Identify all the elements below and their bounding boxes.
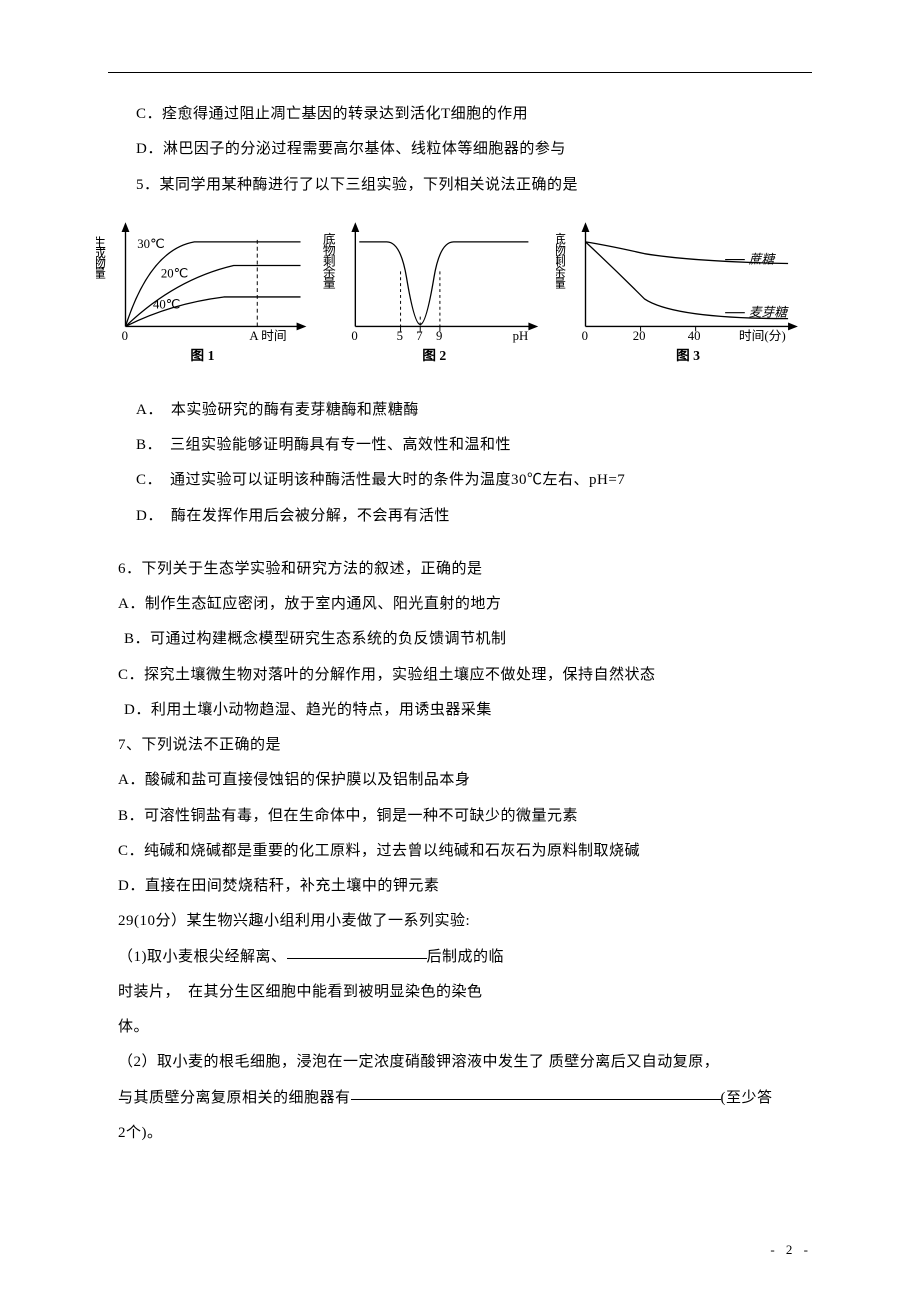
figures-row: 生成物量 30℃ 20℃ 40℃ 0 A 时间 图 1 底物剩余量	[96, 209, 812, 379]
page-container: C．痊愈得通过阻止凋亡基因的转录达到活化T细胞的作用 D．淋巴因子的分泌过程需要…	[0, 0, 920, 1302]
fig1-title: 图 1	[190, 348, 214, 363]
fig1-label-30c: 30℃	[137, 237, 164, 251]
q7-opt-b: B．可溶性铜盐有毒，但在生命体中，铜是一种不可缺少的微量元素	[108, 799, 812, 834]
q29-p2b: 与其质壁分离复原相关的细胞器有	[118, 1090, 351, 1106]
fig3-y-label: 底物剩余量	[556, 231, 565, 289]
q6-opt-c: C．探究土壤微生物对落叶的分解作用，实验组土壤应不做处理，保持自然状态	[108, 658, 812, 693]
fig2-curve	[360, 242, 529, 325]
q-prev-opt-c: C．痊愈得通过阻止凋亡基因的转录达到活化T细胞的作用	[108, 97, 812, 132]
fig1-curve-30c	[125, 242, 300, 327]
q5-opt-a: A． 本实验研究的酶有麦芽糖酶和蔗糖酶	[108, 393, 812, 428]
fig3-xlabel: 时间(分)	[739, 329, 786, 343]
fig2-x0: 0	[352, 329, 358, 343]
blank-2	[351, 1085, 721, 1100]
top-rule	[108, 72, 812, 73]
fig2-x7: 7	[417, 329, 424, 343]
fig3-x-arrow	[788, 322, 798, 330]
q29-p2b-row: 与其质壁分离复原相关的细胞器有 (至少答	[108, 1081, 812, 1116]
q5-opt-b: B． 三组实验能够证明酶具有专一性、高效性和温和性	[108, 428, 812, 463]
page-number: - 2 -	[770, 1242, 812, 1258]
spacer	[108, 534, 812, 552]
fig2-xlabel: pH	[513, 329, 529, 343]
fig1-x0: 0	[122, 329, 128, 343]
q5-opt-c: C． 通过实验可以证明该种酶活性最大时的条件为温度30℃左右、pH=7	[108, 463, 812, 498]
figure-3: 底物剩余量 蔗糖 麦芽糖 0 20 40 时间(分) 图 3	[556, 209, 812, 379]
q6-opt-a: A．制作生态缸应密闭，放于室内通风、阳光直射的地方	[108, 587, 812, 622]
q7-opt-d: D．直接在田间焚烧秸秆，补充土壤中的钾元素	[108, 869, 812, 904]
q-prev-opt-d: D．淋巴因子的分泌过程需要高尔基体、线粒体等细胞器的参与	[108, 132, 812, 167]
fig3-title: 图 3	[676, 348, 700, 363]
fig1-xA: A 时间	[249, 329, 286, 343]
fig3-y-arrow	[582, 222, 590, 232]
fig2-x9: 9	[436, 329, 442, 343]
fig2-y-label: 底物剩余量	[321, 231, 335, 289]
figure-1: 生成物量 30℃ 20℃ 40℃ 0 A 时间 图 1	[96, 209, 312, 379]
q29-p1a: （1)取小麦根尖经解离、	[118, 949, 287, 965]
fig3-legend-sucrose: 蔗糖	[749, 252, 777, 266]
q6-opt-d: D．利用土壤小动物趋湿、趋光的特点，用诱虫器采集	[108, 693, 812, 728]
fig2-x-arrow	[529, 322, 539, 330]
figure-2: 底物剩余量 0 5 7 9 pH 图 2	[316, 209, 552, 379]
q29-p1: （1)取小麦根尖经解离、 后制成的临	[108, 940, 812, 975]
q29-stem: 29(10分）某生物兴趣小组利用小麦做了一系列实验:	[108, 904, 812, 939]
q29-p2-line2: 2个)。	[108, 1116, 812, 1151]
fig1-curve-40c	[125, 297, 300, 326]
fig1-x-arrow	[297, 322, 307, 330]
q5-opt-d: D． 酶在发挥作用后会被分解，不会再有活性	[108, 499, 812, 534]
fig1-y1: 生成物量	[96, 236, 105, 280]
q29-p2tail: (至少答	[721, 1090, 773, 1106]
q7-stem: 7、下列说法不正确的是	[108, 728, 812, 763]
q7-opt-a: A．酸碱和盐可直接侵蚀铝的保护膜以及铝制品本身	[108, 763, 812, 798]
blank-1	[287, 944, 427, 959]
q29-p2a: （2）取小麦的根毛细胞，浸泡在一定浓度硝酸钾溶液中发生了 质壁分离后又自动复原，	[108, 1045, 812, 1080]
fig3-legend-maltose: 麦芽糖	[749, 305, 790, 319]
fig3-x40: 40	[688, 329, 701, 343]
fig1-label-40c: 40℃	[153, 297, 180, 311]
q6-opt-b: B．可通过构建概念模型研究生态系统的负反馈调节机制	[108, 622, 812, 657]
fig3-x20: 20	[633, 329, 646, 343]
q29-p1b: 后制成的临	[427, 949, 505, 965]
q6-stem: 6．下列关于生态学实验和研究方法的叙述，正确的是	[108, 552, 812, 587]
fig2-title: 图 2	[423, 348, 447, 363]
fig1-y-arrow	[122, 222, 130, 232]
fig1-curve-20c	[125, 265, 300, 326]
fig2-x5: 5	[397, 329, 403, 343]
fig2-y-arrow	[352, 222, 360, 232]
q29-p1-line2: 时装片， 在其分生区细胞中能看到被明显染色的染色	[108, 975, 812, 1010]
q5-stem: 5．某同学用某种酶进行了以下三组实验，下列相关说法正确的是	[108, 168, 812, 203]
fig1-label-20c: 20℃	[161, 266, 188, 280]
q29-p1-line3: 体。	[108, 1010, 812, 1045]
fig3-x0: 0	[582, 329, 588, 343]
q7-opt-c: C．纯碱和烧碱都是重要的化工原料，过去曾以纯碱和石灰石为原料制取烧碱	[108, 834, 812, 869]
